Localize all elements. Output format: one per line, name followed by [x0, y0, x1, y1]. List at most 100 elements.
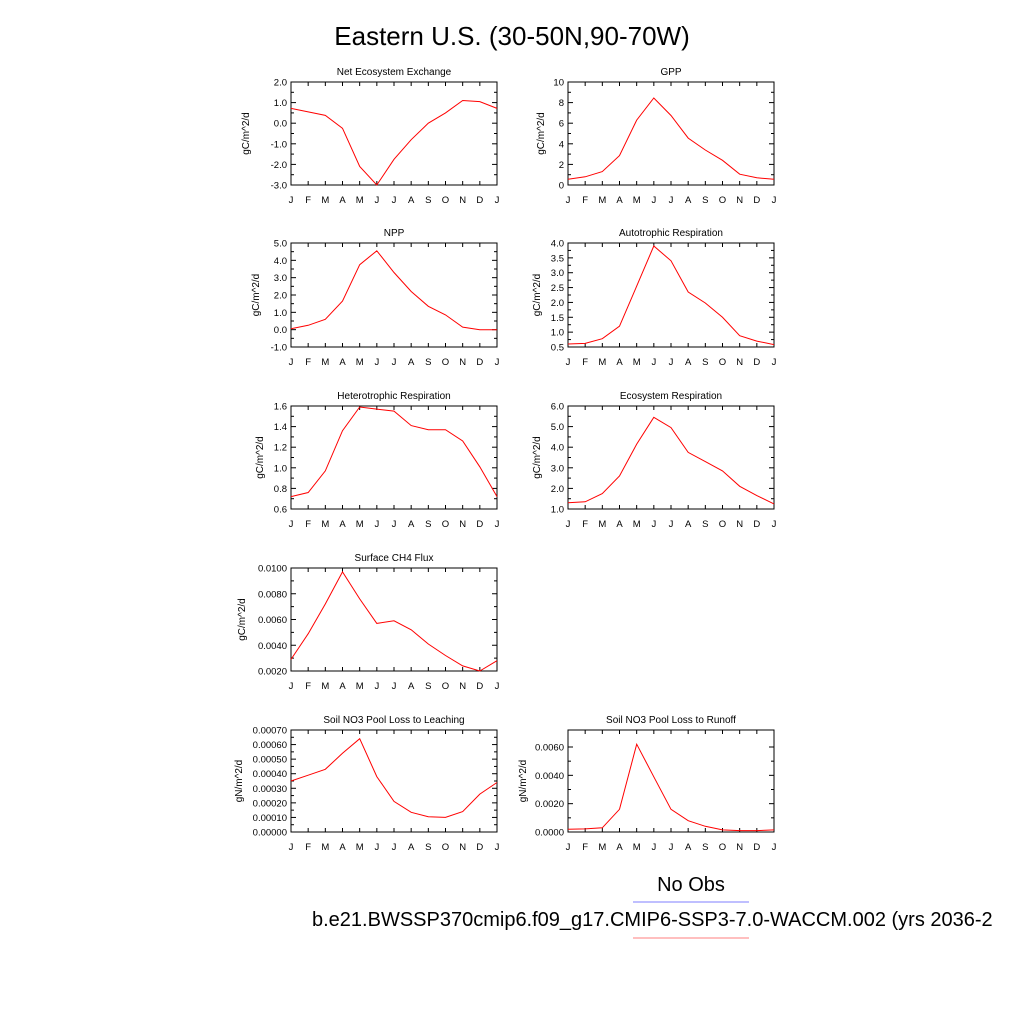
panel-title: Soil NO3 Pool Loss to Leaching [323, 715, 464, 726]
x-tick-label: J [566, 519, 571, 530]
y-tick-label: 10 [553, 78, 564, 89]
panel-title: Net Ecosystem Exchange [337, 67, 452, 78]
x-tick-label: S [425, 842, 431, 853]
x-tick-label: M [598, 519, 606, 530]
y-tick-label: 3.0 [551, 268, 564, 279]
x-tick-label: M [356, 519, 364, 530]
y-tick-label: 4.0 [274, 256, 287, 267]
x-tick-label: M [633, 195, 641, 206]
plot-frame [290, 81, 498, 186]
y-tick-label: 0.0 [274, 325, 287, 336]
y-tick-label: 8 [559, 98, 564, 109]
y-tick-label: 0 [559, 181, 564, 192]
x-tick-label: A [685, 357, 692, 368]
y-axis-label: gC/m^2/d [536, 112, 547, 155]
y-tick-label: -2.0 [271, 160, 287, 171]
x-tick-label: S [425, 681, 431, 692]
plot-frame [567, 405, 775, 510]
x-tick-label: N [736, 842, 743, 853]
x-tick-label: D [476, 519, 483, 530]
y-tick-label: 0.8 [274, 484, 287, 495]
y-tick-label: 0.6 [274, 505, 287, 516]
y-axis-label: gC/m^2/d [532, 274, 543, 317]
x-tick-label: S [702, 195, 708, 206]
y-tick-label: 3.5 [551, 253, 564, 264]
y-axis-label: gC/m^2/d [255, 436, 266, 479]
y-tick-label: 0.00010 [253, 813, 287, 824]
x-tick-label: J [495, 195, 500, 206]
y-axis-label: gC/m^2/d [241, 112, 252, 155]
x-tick-label: J [392, 357, 397, 368]
x-tick-label: F [305, 195, 311, 206]
y-tick-label: 0.0020 [258, 667, 287, 678]
x-tick-label: N [459, 519, 466, 530]
x-tick-label: F [305, 357, 311, 368]
x-tick-label: N [459, 681, 466, 692]
x-tick-label: O [719, 195, 726, 206]
y-tick-label: 0.0100 [258, 564, 287, 575]
x-tick-label: M [633, 519, 641, 530]
x-tick-label: S [702, 842, 708, 853]
x-tick-label: M [356, 681, 364, 692]
x-tick-label: A [339, 519, 346, 530]
y-tick-label: 4 [559, 139, 564, 150]
x-tick-label: F [305, 842, 311, 853]
y-tick-label: 0.00050 [253, 755, 287, 766]
x-tick-label: J [392, 842, 397, 853]
x-tick-label: J [289, 681, 294, 692]
plot-frame [290, 242, 498, 348]
panel-title: Surface CH4 Flux [355, 553, 434, 564]
y-tick-label: 0.5 [551, 343, 564, 354]
x-tick-label: M [321, 195, 329, 206]
y-tick-label: 4.0 [551, 239, 564, 250]
x-tick-label: O [442, 195, 449, 206]
y-tick-label: -1.0 [271, 139, 287, 150]
x-tick-label: D [753, 357, 760, 368]
series-line [290, 99, 498, 186]
x-tick-label: J [392, 519, 397, 530]
x-tick-label: O [442, 519, 449, 530]
x-tick-label: J [289, 842, 294, 853]
x-tick-label: O [442, 842, 449, 853]
x-tick-label: J [495, 519, 500, 530]
y-tick-label: 0.0 [274, 119, 287, 130]
x-tick-label: J [651, 519, 656, 530]
x-tick-label: J [772, 519, 777, 530]
x-tick-label: J [374, 519, 379, 530]
x-tick-label: J [772, 357, 777, 368]
x-tick-label: O [719, 519, 726, 530]
x-tick-label: J [669, 519, 674, 530]
y-axis-label: gN/m^2/d [518, 760, 529, 803]
y-axis-label: gC/m^2/d [532, 436, 543, 479]
x-tick-label: A [339, 195, 346, 206]
y-tick-label: 0.0040 [535, 771, 564, 782]
y-tick-label: 2 [559, 160, 564, 171]
x-tick-label: O [442, 681, 449, 692]
y-tick-label: -1.0 [271, 343, 287, 354]
x-tick-label: M [321, 681, 329, 692]
x-tick-label: O [719, 842, 726, 853]
series-line [290, 406, 498, 498]
x-tick-label: A [685, 195, 692, 206]
legend-entry-no-obs-label: No Obs [657, 874, 725, 896]
y-tick-label: 0.00030 [253, 784, 287, 795]
x-tick-label: M [321, 357, 329, 368]
y-tick-label: 0.0020 [535, 799, 564, 810]
y-tick-label: 5.0 [551, 422, 564, 433]
plot-frame [567, 81, 775, 186]
x-tick-label: J [566, 357, 571, 368]
x-tick-label: M [321, 519, 329, 530]
x-tick-label: A [408, 842, 415, 853]
x-tick-label: J [772, 195, 777, 206]
x-tick-label: A [339, 681, 346, 692]
x-tick-label: S [425, 519, 431, 530]
x-tick-label: D [753, 519, 760, 530]
x-tick-label: F [305, 519, 311, 530]
y-tick-label: 0.00040 [253, 769, 287, 780]
y-axis-label: gN/m^2/d [234, 760, 245, 803]
